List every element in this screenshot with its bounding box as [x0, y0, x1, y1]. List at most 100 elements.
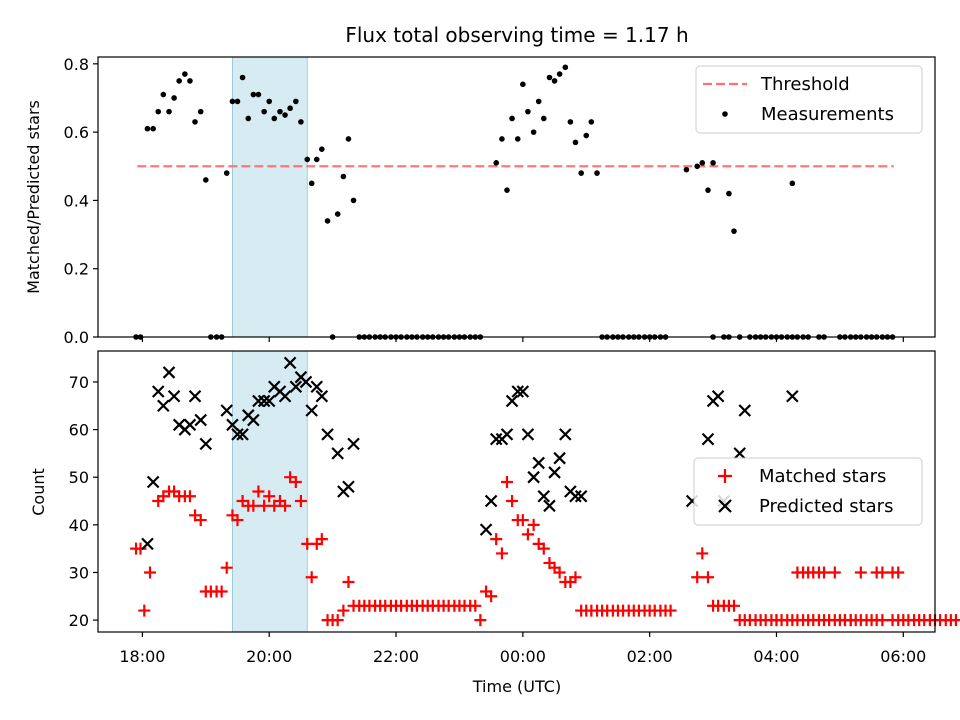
predicted-star-point [299, 375, 313, 389]
measurement-point [298, 119, 304, 125]
predicted-star-point [194, 413, 208, 427]
predicted-star-point [141, 537, 154, 551]
measurement-point [261, 108, 267, 115]
matched-star-point [854, 566, 867, 579]
bottom-ytick-label: 30 [69, 563, 89, 582]
measurement-point [562, 64, 569, 71]
matched-star-point [516, 514, 529, 527]
top-y-axis-label: Matched/Predicted stars [24, 100, 43, 294]
measurement-point [277, 108, 283, 115]
matched-star-point [469, 599, 482, 612]
measurement-point [266, 98, 273, 105]
measurement-point [705, 187, 711, 193]
top-ytick-label: 0.8 [64, 55, 89, 74]
matched-star-point [263, 490, 276, 503]
bottom-y-axis: 20 30 40 50 60 70 [69, 373, 98, 630]
matched-star-point [220, 561, 233, 574]
matched-star-point [854, 614, 867, 627]
predicted-star-point [162, 366, 176, 379]
predicted-star-point [733, 447, 746, 460]
measurement-point [350, 197, 357, 204]
predicted-star-point [157, 399, 170, 413]
predicted-star-point [321, 428, 334, 441]
measurement-point [287, 105, 293, 112]
predicted-star-point [257, 394, 271, 408]
bottom-ytick-label: 50 [69, 468, 89, 487]
predicted-star-point [543, 499, 556, 513]
matched-star-point [870, 614, 883, 627]
xtick-label: 06:00 [880, 647, 926, 666]
predicted-star-point [236, 428, 249, 441]
measurement-point [345, 136, 352, 142]
predicted-star-point [289, 380, 303, 393]
matched-star-point [828, 566, 841, 579]
matched-star-point [305, 571, 318, 584]
measurement-point [683, 166, 690, 173]
measurement-point [520, 81, 526, 88]
measurement-point [535, 98, 542, 105]
matched-star-point [838, 614, 851, 627]
predicted-star-point [516, 385, 530, 398]
predicted-star-point [532, 456, 545, 470]
predicted-star-point [231, 428, 244, 441]
predicted-star-point [569, 489, 582, 503]
predicted-star-point [786, 389, 799, 403]
measurement-point [551, 78, 558, 84]
matched-star-point [897, 614, 910, 627]
bottom-x-axis: 18:00 20:00 22:00 00:00 02:00 04:00 06:00 [119, 632, 926, 666]
matched-star-point [500, 475, 513, 488]
measurement-point [694, 163, 701, 170]
predicted-star-point [511, 385, 525, 398]
matched-star-point [537, 542, 550, 555]
x-axis-label: Time (UTC) [472, 677, 561, 696]
measurement-point [229, 98, 236, 105]
bottom-plot-frame [97, 350, 936, 633]
predicted-star-point [226, 418, 239, 432]
measurement-point [319, 146, 325, 152]
top-ytick-label: 0.0 [64, 328, 89, 347]
matched-star-point [696, 547, 709, 560]
measurement-point [250, 91, 257, 98]
measurement-point [255, 91, 262, 98]
matched-star-point [770, 614, 783, 627]
matched-star-point [490, 533, 503, 546]
xtick-label: 04:00 [753, 647, 799, 666]
predicted-star-point [347, 437, 360, 451]
matched-star-point [138, 604, 151, 617]
predicted-star-point [738, 404, 752, 417]
measurement-point [710, 160, 716, 166]
matched-star-point [527, 518, 540, 531]
measurement-point [509, 115, 515, 122]
predicted-star-point [521, 428, 535, 441]
measurement-point [245, 115, 252, 122]
matched-star-point [506, 495, 519, 508]
measurement-point [197, 108, 204, 115]
measurement-point [182, 71, 188, 77]
chart-title: Flux total observing time = 1.17 h [345, 23, 688, 47]
measurement-point [546, 74, 553, 81]
measurement-point [594, 170, 600, 176]
matched-star-point [294, 495, 307, 508]
matched-star-point [331, 614, 344, 627]
measurement-point [583, 132, 590, 139]
matched-star-point [691, 571, 704, 584]
measurement-point [308, 180, 315, 187]
matched-star-point [553, 566, 566, 579]
measurement-point [176, 78, 182, 84]
bottom-y-axis-label: Count [29, 468, 48, 516]
predicted-star-point [151, 385, 165, 398]
measurement-point [150, 125, 156, 132]
measurement-point [578, 170, 584, 176]
top-plot-frame [97, 56, 936, 338]
measurement-point [304, 156, 311, 163]
predicted-star-point [484, 494, 498, 508]
predicted-star-point [553, 451, 566, 465]
measurement-point [171, 95, 177, 101]
predicted-star-point [183, 418, 197, 432]
predicted-star-point [331, 447, 344, 460]
predicted-star-point [315, 389, 329, 403]
measurement-point [588, 119, 595, 125]
measurement-point [789, 180, 796, 187]
measurement-point [239, 74, 246, 81]
predicted-star-point [489, 432, 503, 446]
